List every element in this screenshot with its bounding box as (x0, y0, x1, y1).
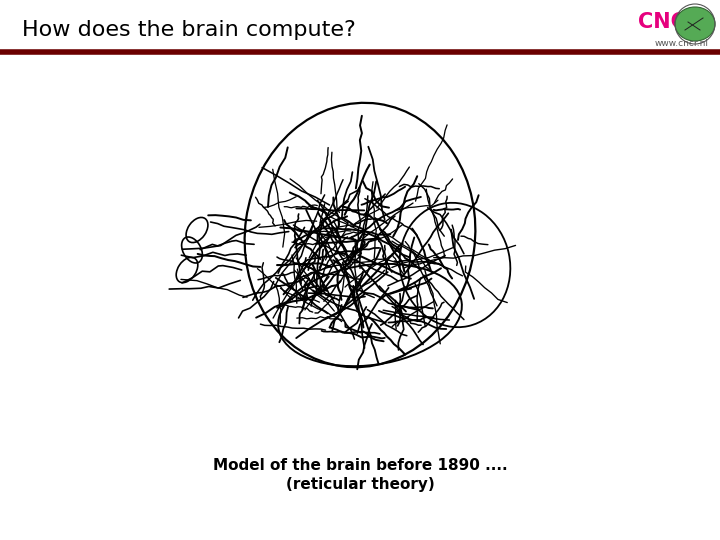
Ellipse shape (675, 7, 715, 41)
Text: Model of the brain before 1890 ....: Model of the brain before 1890 .... (212, 457, 508, 472)
Text: CNCR: CNCR (638, 12, 702, 32)
Text: (reticular theory): (reticular theory) (286, 477, 434, 492)
Text: www.cncr.nl: www.cncr.nl (655, 38, 709, 48)
Text: How does the brain compute?: How does the brain compute? (22, 20, 356, 40)
